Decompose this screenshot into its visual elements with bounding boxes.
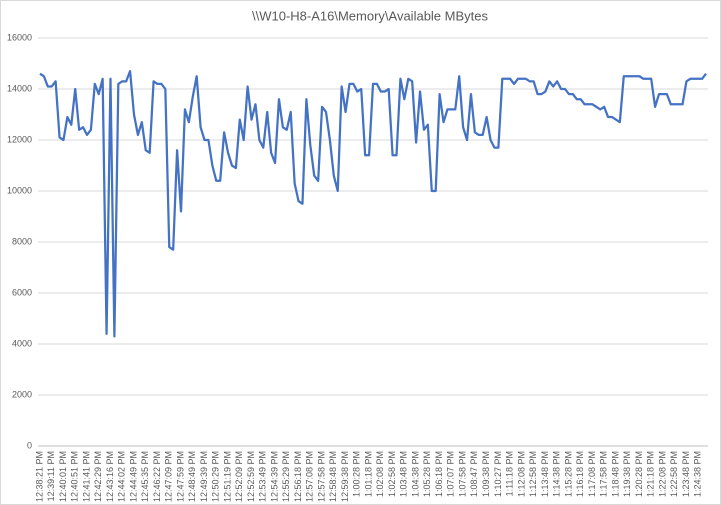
x-tick-label: 1:21:18 PM [646, 451, 656, 497]
x-tick-label: 12:57:08 PM [305, 451, 315, 502]
chart-title: \\W10-H8-A16\Memory\Available MBytes [252, 8, 489, 23]
x-tick-label: 12:56:18 PM [293, 451, 303, 502]
x-tick-label: 1:24:38 PM [693, 451, 703, 497]
x-tick-label: 12:57:58 PM [316, 451, 326, 502]
x-tick-label: 1:10:27 PM [493, 451, 503, 497]
x-tick-label: 1:05:28 PM [422, 451, 432, 497]
x-tick-label: 12:49:39 PM [199, 451, 209, 502]
x-tick-label: 1:15:28 PM [563, 451, 573, 497]
x-tick-label: 1:08:47 PM [469, 451, 479, 497]
x-tick-label: 12:41:41 PM [81, 451, 91, 502]
x-tick-label: 12:58:48 PM [328, 451, 338, 502]
x-tick-label: 12:40:01 PM [58, 451, 68, 502]
y-tick-label: 8000 [12, 236, 32, 246]
y-tick-label: 10000 [7, 185, 32, 195]
x-tick-label: 1:09:38 PM [481, 451, 491, 497]
x-tick-label: 1:00:28 PM [352, 451, 362, 497]
x-tick-label: 1:13:48 PM [540, 451, 550, 497]
y-tick-label: 6000 [12, 287, 32, 297]
x-tick-label: 12:47:59 PM [175, 451, 185, 502]
x-tick-label: 12:59:38 PM [340, 451, 350, 502]
x-tick-label: 1:03:48 PM [399, 451, 409, 497]
x-tick-label: 12:50:29 PM [211, 451, 221, 502]
x-tick-label: 1:07:58 PM [457, 451, 467, 497]
y-tick-label: 0 [27, 440, 32, 450]
x-tick-label: 12:42:29 PM [93, 451, 103, 502]
x-tick-label: 1:20:28 PM [634, 451, 644, 497]
x-tick-label: 12:53:49 PM [258, 451, 268, 502]
x-tick-label: 12:51:19 PM [222, 451, 232, 502]
y-tick-label: 12000 [7, 134, 32, 144]
x-tick-label: 1:07:07 PM [446, 451, 456, 497]
x-tick-label: 1:23:48 PM [681, 451, 691, 497]
y-tick-label: 14000 [7, 83, 32, 93]
x-tick-label: 12:39:11 PM [46, 451, 56, 501]
x-tick-label: 1:22:08 PM [657, 451, 667, 497]
x-tick-label: 1:06:18 PM [434, 451, 444, 497]
x-tick-label: 12:48:49 PM [187, 451, 197, 502]
y-tick-label: 4000 [12, 338, 32, 348]
x-tick-label: 1:04:38 PM [410, 451, 420, 497]
x-tick-label: 1:19:38 PM [622, 451, 632, 497]
y-tick-label: 2000 [12, 389, 32, 399]
x-tick-label: 12:52:09 PM [234, 451, 244, 502]
x-tick-label: 1:02:08 PM [375, 451, 385, 497]
x-tick-label: 12:46:22 PM [152, 451, 162, 502]
x-tick-label: 1:14:38 PM [552, 451, 562, 497]
data-line [39, 70, 707, 338]
x-tick-label: 1:02:58 PM [387, 451, 397, 497]
x-tick-label: 12:52:59 PM [246, 451, 256, 502]
x-tick-label: 1:12:58 PM [528, 451, 538, 497]
x-tick-label: 1:12:08 PM [516, 451, 526, 497]
x-tick-label: 12:43:16 PM [105, 451, 115, 502]
x-tick-label: 1:18:48 PM [610, 451, 620, 497]
x-tick-label: 12:54:39 PM [269, 451, 279, 502]
x-tick-label: 12:45:35 PM [140, 451, 150, 502]
x-tick-label: 1:01:18 PM [363, 451, 373, 497]
x-tick-label: 1:17:08 PM [587, 451, 597, 497]
x-tick-label: 12:47:09 PM [164, 451, 174, 502]
x-tick-label: 1:17:58 PM [599, 451, 609, 497]
x-tick-label: 1:22:58 PM [669, 451, 679, 497]
x-tick-label: 12:44:49 PM [128, 451, 138, 502]
y-tick-label: 16000 [7, 32, 32, 42]
x-tick-label: 1:16:18 PM [575, 451, 585, 497]
x-tick-label: 1:11:18 PM [505, 451, 515, 496]
x-tick-label: 12:40:51 PM [70, 451, 80, 502]
x-tick-label: 12:44:02 PM [117, 451, 127, 502]
x-tick-label: 12:38:21 PM [34, 451, 44, 502]
x-tick-label: 12:55:29 PM [281, 451, 291, 502]
